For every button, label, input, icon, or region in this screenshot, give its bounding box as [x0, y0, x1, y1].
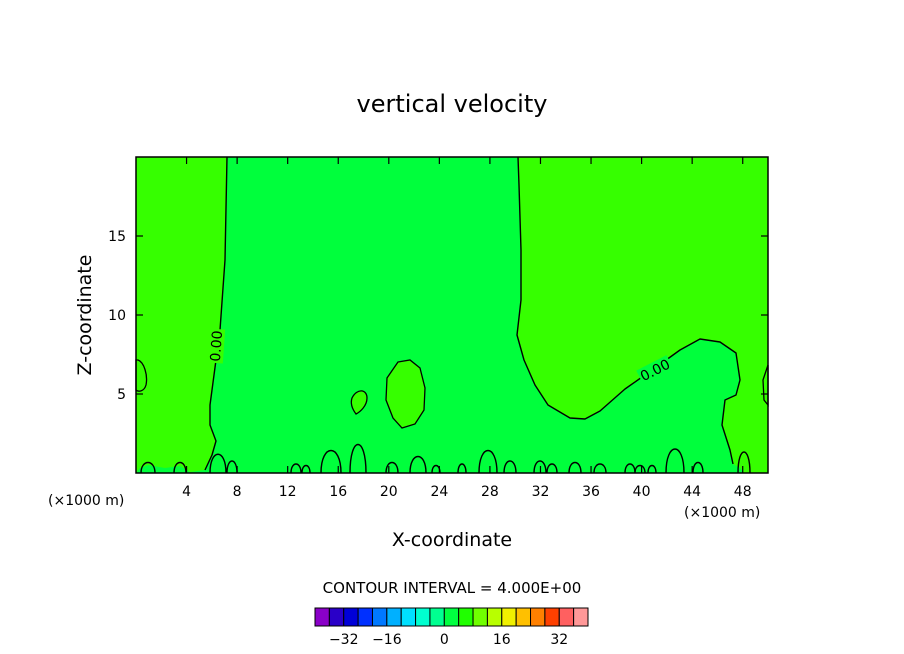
x-tick-label: 20 [380, 484, 398, 500]
colorbar-swatch [386, 607, 402, 627]
surface-contour-20 [647, 464, 657, 474]
surface-contour-19 [634, 464, 646, 474]
surface-contour-5 [301, 464, 311, 474]
surface-contour-13 [503, 460, 517, 474]
colorbar-tick-label: 0 [440, 632, 449, 648]
colorbar-swatch [429, 607, 445, 627]
y-axis-label: Z-coordinate [74, 255, 96, 376]
colorbar-swatch [443, 607, 460, 627]
colorbar-swatch [314, 607, 330, 627]
colorbar-tick-label: 16 [493, 632, 511, 648]
colorbar-tick-label: 32 [550, 632, 568, 648]
x-axis-label: X-coordinate [392, 529, 512, 551]
contour-zero-left [204, 156, 228, 471]
x-tick-label: 24 [430, 484, 448, 500]
x-unit-label-left: (×1000 m) [48, 493, 124, 509]
colorbar-swatch [558, 607, 575, 627]
surface-contour-22 [692, 461, 704, 474]
colorbar-swatch [486, 607, 503, 627]
surface-contour-21 [665, 448, 685, 474]
y-tick-label: 5 [117, 387, 126, 403]
surface-contour-15 [546, 463, 558, 474]
colorbar-swatch [501, 607, 517, 627]
contour-label-bg-0 [206, 328, 226, 364]
x-tick-label: 16 [329, 484, 347, 500]
surface-contour-7 [349, 443, 367, 474]
x-tick-label: 40 [633, 484, 651, 500]
colorbar-swatch [458, 607, 474, 627]
colorbar-tick-label: −16 [372, 632, 402, 648]
colorbar-swatch [357, 607, 373, 627]
x-tick-label: 44 [683, 484, 701, 500]
surface-contour-16 [568, 461, 582, 474]
y-tick-label: 15 [108, 229, 126, 245]
x-tick-label: 12 [279, 484, 297, 500]
colorbar-swatch [573, 607, 589, 627]
positive-cell-center [385, 359, 426, 429]
x-tick-label: 8 [233, 484, 242, 500]
surface-contour-6 [320, 450, 342, 474]
x-unit-label-right: (×1000 m) [684, 505, 760, 521]
positive-cell-small [350, 390, 368, 415]
colorbar-swatch [371, 607, 388, 627]
contour-label-bg-1 [636, 355, 674, 385]
x-tick-label: 4 [182, 484, 191, 500]
x-tick-label: 32 [532, 484, 550, 500]
contour-line-label: 0.00 [208, 330, 226, 362]
surface-contour-2 [209, 453, 227, 474]
surface-contour-11 [457, 463, 467, 474]
surface-contour-1 [173, 461, 187, 474]
surface-contour-23 [737, 451, 751, 474]
x-tick-label: 36 [582, 484, 600, 500]
plot-area: 0.000.00 [135, 156, 769, 474]
surface-contour-4 [290, 463, 302, 474]
colorbar-swatch [544, 607, 560, 627]
surface-contour-8 [385, 461, 399, 474]
region-negative [136, 157, 744, 473]
surface-contour-9 [409, 455, 427, 474]
x-tick-label: 48 [734, 484, 752, 500]
surface-contour-12 [478, 450, 498, 474]
y-tick-label: 10 [108, 308, 126, 324]
colorbar-swatch [472, 607, 488, 627]
contour-zero-right [516, 156, 741, 465]
colorbar-swatch [343, 607, 359, 627]
surface-contour-14 [533, 460, 547, 474]
colorbar-swatch [328, 607, 345, 627]
colorbar-swatch [515, 607, 532, 627]
contour-interval-label: CONTOUR INTERVAL = 4.000E+00 [323, 579, 582, 597]
surface-contour-0 [140, 461, 156, 474]
colorbar: −32 −16 0 16 32 [314, 607, 589, 648]
x-tick-label: 28 [481, 484, 499, 500]
colorbar-swatch [530, 607, 546, 627]
colorbar-swatch [400, 607, 417, 627]
colorbar-swatch [415, 607, 431, 627]
colorbar-tick-label: −32 [329, 632, 359, 648]
chart-title: vertical velocity [357, 90, 548, 118]
surface-contour-17 [593, 463, 607, 474]
